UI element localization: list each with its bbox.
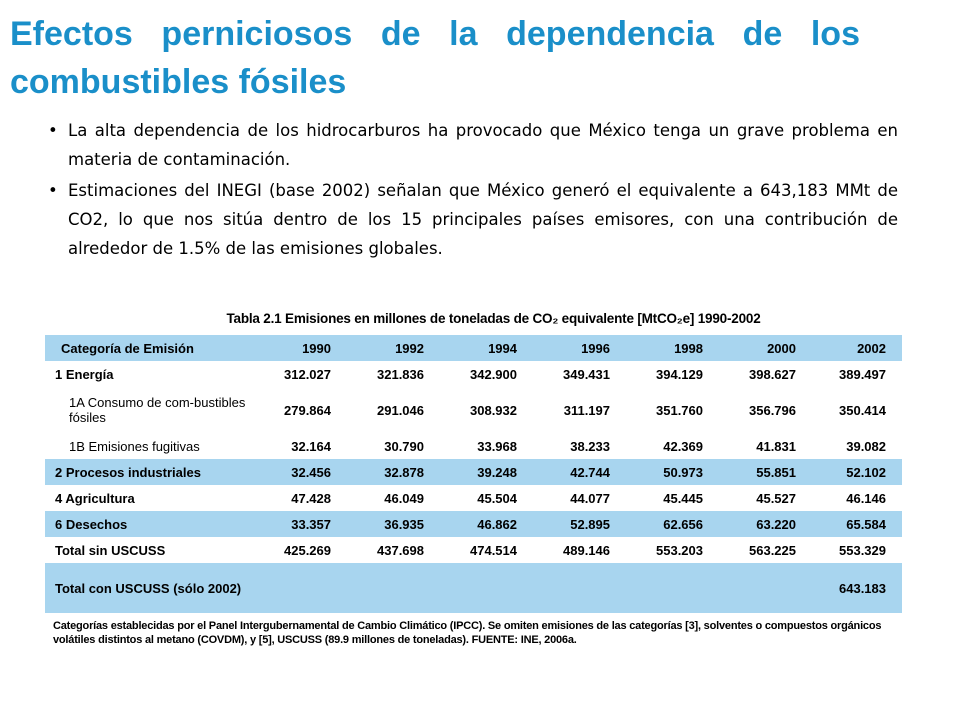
table-cell: 46.049 (384, 490, 424, 506)
header-cell: 1992 (347, 335, 440, 361)
table-cell (347, 563, 440, 613)
header-cell: 1990 (254, 335, 347, 361)
header-cell: 2002 (812, 335, 902, 361)
table-row: 1 Energía 312.027 321.836 342.900 349.43… (45, 361, 902, 387)
bullet-text: Estimaciones del INEGI (base 2002) señal… (68, 181, 898, 258)
table-cell: 30.790 (384, 438, 424, 454)
table-cell: 46.146 (846, 490, 886, 506)
row-label: 1 Energía (55, 366, 114, 382)
table-cell: 45.504 (477, 490, 517, 506)
table-cell: 63.220 (719, 511, 812, 537)
table-cell: 291.046 (377, 402, 424, 418)
table-footnote: Categorías establecidas por el Panel Int… (53, 620, 882, 646)
table-cell: 643.183 (812, 563, 902, 613)
table-cell: 351.760 (656, 402, 703, 418)
table-cell: 398.627 (749, 366, 796, 382)
table-cell: 342.900 (470, 366, 517, 382)
table-cell: 489.146 (563, 542, 610, 558)
table-row: 6 Desechos 33.357 36.935 46.862 52.895 6… (45, 511, 902, 537)
table-row: 1A Consumo de com-bustibles fósiles 279.… (45, 387, 902, 433)
table-cell: 38.233 (570, 438, 610, 454)
table-cell: 32.164 (291, 438, 331, 454)
table-cell: 46.862 (440, 511, 533, 537)
table-cell: 33.357 (254, 511, 347, 537)
table-cell: 39.248 (440, 459, 533, 485)
table-cell: 41.831 (756, 438, 796, 454)
table-cell (533, 563, 626, 613)
header-cell: 1998 (626, 335, 719, 361)
table-cell: 47.428 (291, 490, 331, 506)
table-cell: 279.864 (284, 402, 331, 418)
bullet-item: • Estimaciones del INEGI (base 2002) seña… (48, 176, 898, 263)
table-cell: 42.369 (663, 438, 703, 454)
row-label: 4 Agricultura (55, 490, 135, 506)
header-cell: 1996 (533, 335, 626, 361)
table-cell: 52.895 (533, 511, 626, 537)
bullet-list: • La alta dependencia de los hidrocarburo… (48, 116, 898, 265)
emissions-table-figure: Tabla 2.1 Emisiones en millones de tonel… (45, 308, 902, 648)
table-cell: 52.102 (812, 459, 902, 485)
table-row: 4 Agricultura 47.428 46.049 45.504 44.07… (45, 485, 902, 511)
table-cell: 50.973 (626, 459, 719, 485)
table-cell: 39.082 (846, 438, 886, 454)
bullet-item: • La alta dependencia de los hidrocarburo… (48, 116, 898, 174)
table-cell: 32.878 (347, 459, 440, 485)
table-cell: 425.269 (284, 542, 331, 558)
table-cell: 45.445 (663, 490, 703, 506)
table-row: Total sin USCUSS 425.269 437.698 474.514… (45, 537, 902, 563)
table-cell: 389.497 (839, 366, 886, 382)
table-row: 2 Procesos industriales 32.456 32.878 39… (45, 459, 902, 485)
table-cell: 437.698 (377, 542, 424, 558)
table-row: Total con USCUSS (sólo 2002) 643.183 (45, 563, 902, 613)
table-cell: 311.197 (563, 402, 610, 418)
bullet-dot-icon: • (48, 181, 58, 200)
header-cell: 2000 (719, 335, 812, 361)
table-cell: 32.456 (254, 459, 347, 485)
table-cell: 42.744 (533, 459, 626, 485)
row-label: 1A Consumo de com-bustibles fósiles (69, 395, 246, 425)
table-cell: 349.431 (563, 366, 610, 382)
table-cell: 33.968 (477, 438, 517, 454)
header-cell: 1994 (440, 335, 533, 361)
table-cell: 44.077 (570, 490, 610, 506)
row-label: 6 Desechos (45, 511, 254, 537)
header-cell: Categoría de Emisión (45, 335, 254, 361)
table-caption: Tabla 2.1 Emisiones en millones de tonel… (226, 311, 761, 326)
table-cell: 474.514 (470, 542, 517, 558)
table-cell: 356.796 (749, 402, 796, 418)
table-row: 1B Emisiones fugitivas 32.164 30.790 33.… (45, 433, 902, 459)
table-cell: 65.584 (812, 511, 902, 537)
table-cell (626, 563, 719, 613)
table-cell: 553.203 (656, 542, 703, 558)
table-cell: 55.851 (719, 459, 812, 485)
row-label: Total con USCUSS (sólo 2002) (45, 563, 254, 613)
row-label: Total sin USCUSS (55, 542, 166, 558)
table-cell: 312.027 (284, 366, 331, 382)
table-cell: 308.932 (470, 402, 517, 418)
table-cell: 350.414 (839, 402, 886, 418)
table-cell: 553.329 (839, 542, 886, 558)
table-cell (254, 563, 347, 613)
table-cell: 45.527 (756, 490, 796, 506)
table-cell: 36.935 (347, 511, 440, 537)
table-cell (440, 563, 533, 613)
table-header-row: Categoría de Emisión 1990 1992 1994 1996… (45, 335, 902, 361)
table-cell: 321.836 (377, 366, 424, 382)
row-label: 1B Emisiones fugitivas (69, 438, 200, 454)
bullet-text: La alta dependencia de los hidrocarburos… (68, 121, 898, 169)
table-cell: 62.656 (626, 511, 719, 537)
slide-title: Efectos perniciosos de la dependencia de… (10, 15, 860, 101)
table-cell (719, 563, 812, 613)
table-cell: 394.129 (656, 366, 703, 382)
bullet-dot-icon: • (48, 121, 58, 140)
table-cell: 563.225 (749, 542, 796, 558)
row-label: 2 Procesos industriales (45, 459, 254, 485)
emissions-table: Categoría de Emisión 1990 1992 1994 1996… (45, 335, 902, 613)
